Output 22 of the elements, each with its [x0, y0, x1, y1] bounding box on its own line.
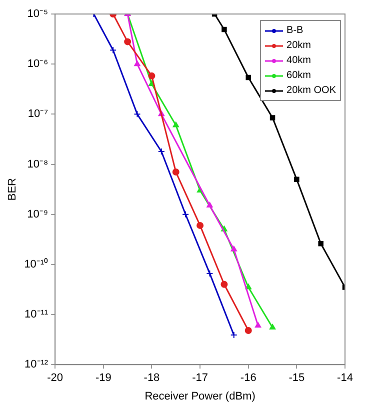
x-tick-label: -20	[47, 372, 64, 384]
y-tick-label: 10⁻⁷	[28, 108, 48, 120]
x-tick-label: -15	[288, 372, 305, 384]
y-tick-label: 10⁻⁵	[27, 8, 48, 20]
legend-label: 60km	[286, 70, 311, 81]
y-axis-title: BER	[6, 178, 19, 201]
legend-label: 40km	[286, 55, 311, 66]
legend-label: B-B	[286, 25, 304, 36]
legend-label: 20km OOK	[286, 85, 336, 96]
x-tick-label: -16	[240, 372, 256, 384]
x-tick-label: -19	[95, 372, 112, 384]
y-tick-label: 10⁻⁶	[27, 58, 48, 70]
y-tick-label: 10⁻⁹	[27, 208, 48, 220]
legend-label: 20km	[286, 40, 311, 51]
x-tick-label: -18	[144, 372, 160, 384]
x-axis-title: Receiver Power (dBm)	[144, 390, 256, 402]
y-tick-label: 10⁻⁸	[27, 158, 48, 170]
y-tick-label: 10⁻¹²	[24, 358, 48, 371]
x-tick-label: -17	[192, 372, 208, 384]
y-tick-label: 10⁻¹⁰	[24, 257, 48, 270]
y-tick-label: 10⁻¹¹	[24, 308, 48, 321]
x-tick-label: -14	[337, 372, 353, 384]
